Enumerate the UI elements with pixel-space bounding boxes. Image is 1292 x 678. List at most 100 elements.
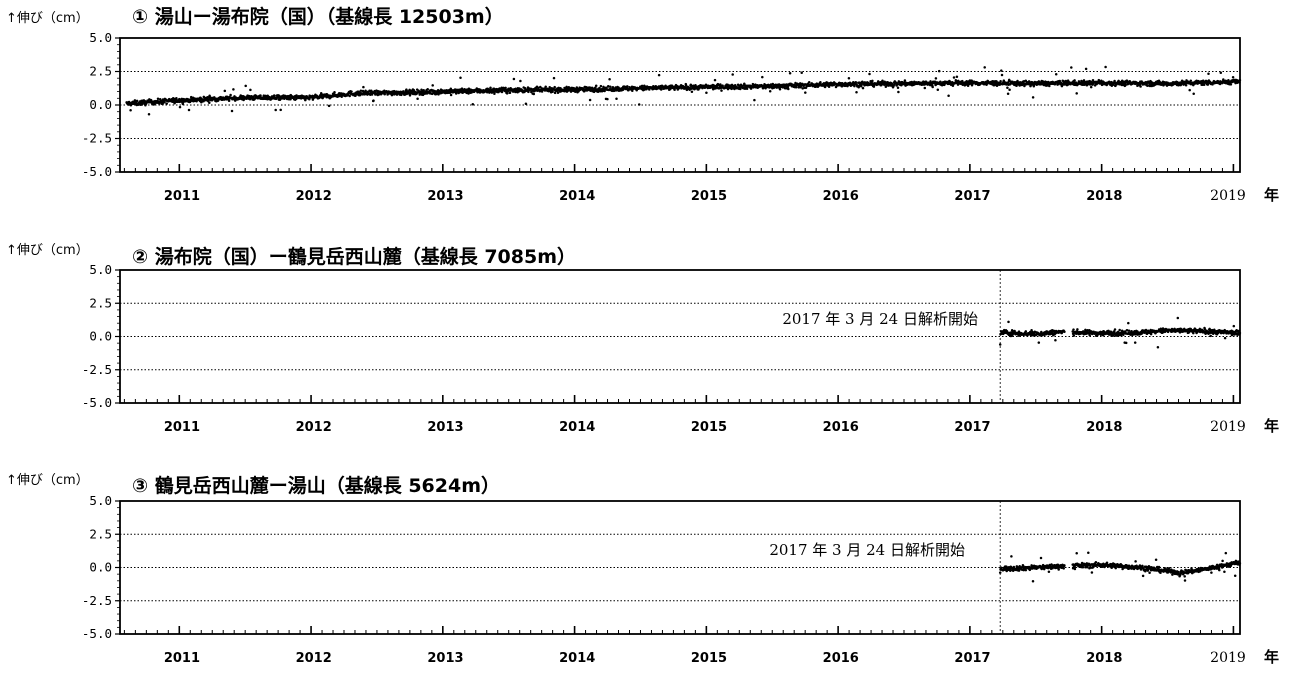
- data-point: [135, 99, 139, 103]
- data-point: [383, 92, 386, 96]
- data-point: [588, 98, 592, 102]
- data-point: [1133, 341, 1137, 344]
- data-point: [548, 86, 551, 89]
- data-point: [640, 84, 644, 88]
- data-point: [617, 86, 620, 89]
- data-point: [690, 90, 694, 93]
- data-point: [449, 93, 453, 97]
- data-point: [1104, 65, 1107, 69]
- data-point: [1017, 569, 1021, 572]
- x-tick-label: 2014: [559, 420, 595, 435]
- data-point: [1090, 571, 1094, 574]
- x-tick-label: 2011: [164, 189, 200, 204]
- data-point: [372, 99, 375, 102]
- data-point: [416, 97, 419, 101]
- data-point: [1124, 341, 1128, 345]
- data-point: [1063, 564, 1066, 567]
- data-point: [156, 97, 160, 100]
- data-point: [1094, 561, 1098, 564]
- x-tick-label: 2016: [823, 189, 859, 204]
- data-point: [1203, 328, 1207, 331]
- data-point: [551, 90, 554, 93]
- data-point: [937, 69, 941, 73]
- x-tick-label: 2018: [1086, 189, 1122, 204]
- data-point: [230, 109, 234, 113]
- data-point: [819, 81, 822, 84]
- data-point: [147, 113, 151, 116]
- analysis-start-annotation: 2017 年 3 月 24 日解析開始: [769, 541, 965, 559]
- data-point: [1082, 79, 1086, 82]
- data-point: [1189, 79, 1193, 83]
- data-point: [1117, 79, 1120, 83]
- data-point: [1015, 84, 1018, 88]
- x-tick-label: 2014: [559, 189, 595, 204]
- data-point: [1178, 331, 1182, 334]
- data-point: [853, 84, 856, 88]
- data-point: [897, 90, 900, 94]
- data-point: [966, 84, 970, 88]
- x-tick-label: 2014: [559, 651, 595, 666]
- data-point: [939, 80, 942, 84]
- data-point: [340, 95, 343, 99]
- data-point: [1192, 92, 1195, 95]
- data-point: [489, 86, 492, 89]
- y-tick-label: -5.0: [82, 164, 112, 179]
- data-point: [947, 94, 950, 98]
- data-point: [1148, 571, 1151, 574]
- x-tick-label: 2013: [427, 189, 463, 204]
- data-point: [165, 102, 168, 105]
- y-tick-label: 2.5: [89, 295, 112, 310]
- data-point: [1007, 320, 1010, 324]
- data-point: [684, 84, 688, 87]
- data-point: [493, 92, 496, 95]
- data-point: [471, 103, 475, 106]
- y-tick-label: -2.5: [82, 362, 112, 377]
- data-point: [1000, 69, 1003, 72]
- x-tick-label: 2013: [427, 420, 463, 435]
- data-point: [289, 97, 292, 101]
- data-point: [519, 79, 522, 83]
- data-point: [1209, 334, 1212, 338]
- data-point: [934, 77, 938, 80]
- x-tick-label: 2015: [691, 651, 727, 666]
- data-series: [998, 316, 1242, 349]
- data-point: [1070, 66, 1073, 69]
- data-point: [731, 73, 734, 76]
- data-point: [279, 108, 282, 112]
- data-point: [1139, 85, 1142, 88]
- y-tick-label: 0.0: [89, 560, 112, 575]
- data-point: [1073, 79, 1076, 82]
- x-tick-label: 2011: [164, 420, 200, 435]
- data-point: [454, 92, 458, 95]
- data-point: [362, 85, 365, 89]
- y-tick-label: 5.0: [89, 30, 112, 45]
- y-axis-label: ↑伸び（cm）: [6, 11, 89, 26]
- data-point: [778, 87, 782, 91]
- data-point: [596, 90, 600, 94]
- data-point: [995, 80, 998, 83]
- data-point: [512, 77, 516, 81]
- data-point: [1054, 338, 1057, 342]
- y-tick-label: 0.0: [89, 97, 112, 112]
- data-point: [737, 83, 740, 87]
- data-point: [787, 87, 790, 91]
- data-point: [827, 85, 831, 89]
- data-point: [1089, 85, 1093, 89]
- data-point: [1073, 567, 1077, 571]
- x-tick-label: 2019: [1210, 419, 1246, 435]
- y-tick-label: 5.0: [89, 262, 112, 277]
- x-tick-label: 2019: [1210, 188, 1246, 204]
- data-point: [1159, 327, 1163, 330]
- data-point: [556, 91, 560, 94]
- data-point: [1232, 324, 1236, 328]
- data-point: [659, 88, 663, 91]
- data-point: [1002, 79, 1006, 82]
- data-point: [823, 85, 827, 89]
- data-point: [903, 79, 907, 82]
- y-tick-label: -2.5: [82, 593, 112, 608]
- data-point: [1139, 568, 1143, 571]
- data-series: [998, 551, 1242, 583]
- data-point: [1058, 79, 1062, 83]
- data-point: [1072, 328, 1075, 331]
- data-point: [1115, 334, 1119, 337]
